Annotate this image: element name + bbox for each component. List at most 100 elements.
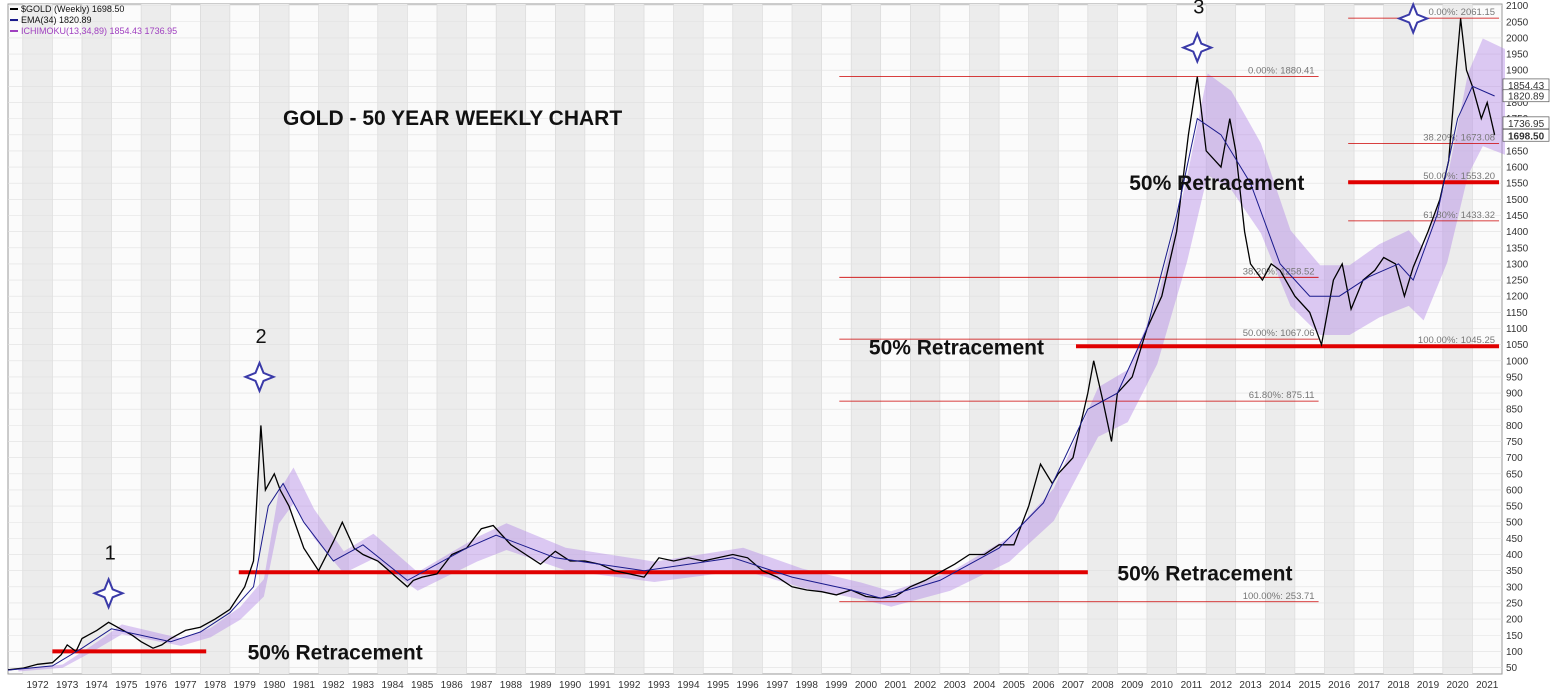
price-tag-label: 1698.50 xyxy=(1508,131,1545,142)
y-tick-label: 300 xyxy=(1506,582,1523,593)
year-band xyxy=(377,4,408,674)
x-tick-label: 2015 xyxy=(1299,680,1322,691)
x-tick-label: 1981 xyxy=(293,680,316,691)
x-tick-label: 1993 xyxy=(648,680,671,691)
x-tick-label: 2013 xyxy=(1239,680,1262,691)
x-tick-label: 2002 xyxy=(914,680,937,691)
y-tick-label: 800 xyxy=(1506,421,1523,432)
x-tick-label: 1991 xyxy=(589,680,612,691)
x-tick-label: 2012 xyxy=(1210,680,1233,691)
retracement-label: 50% Retracement xyxy=(248,641,423,664)
y-tick-label: 1500 xyxy=(1506,195,1529,206)
x-tick-label: 1983 xyxy=(352,680,375,691)
peak-star-icon xyxy=(91,576,126,610)
y-tick-label: 200 xyxy=(1506,615,1523,626)
fib-label: 50.00%: 1067.06 xyxy=(1243,328,1315,339)
year-band xyxy=(81,4,112,674)
price-tag-box xyxy=(1502,89,1550,103)
y-tick-label: 600 xyxy=(1506,485,1523,496)
retracement-label: 50% Retracement xyxy=(1117,562,1292,585)
ema-line xyxy=(7,85,1495,671)
x-tick-label: 2000 xyxy=(855,680,878,691)
y-tick-label: 1200 xyxy=(1506,292,1529,303)
year-band xyxy=(436,4,467,674)
y-tick-label: 1150 xyxy=(1506,308,1528,319)
y-tick-label: 2100 xyxy=(1506,1,1529,12)
y-tick-label: 1400 xyxy=(1506,227,1529,238)
price-series xyxy=(7,18,1496,671)
year-band xyxy=(1442,4,1473,674)
year-band xyxy=(22,4,53,674)
fib-label: 0.00%: 2061.15 xyxy=(1428,7,1495,18)
peak-star-icon xyxy=(1180,30,1214,65)
legend-entry: EMA(34) 1820.89 xyxy=(21,15,92,25)
year-band xyxy=(791,4,822,674)
y-tick-label: 650 xyxy=(1506,469,1523,480)
y-tick-label: 1100 xyxy=(1506,324,1528,335)
x-tick-label: 1982 xyxy=(322,680,345,691)
y-tick-label: 2050 xyxy=(1506,17,1529,28)
x-tick-label: 2008 xyxy=(1091,680,1114,691)
x-tick-label: 1992 xyxy=(618,680,641,691)
price-tag-box xyxy=(1502,116,1550,130)
y-tick-label: 500 xyxy=(1506,518,1523,529)
y-tick-label: 1450 xyxy=(1506,211,1529,222)
y-tick-label: 700 xyxy=(1506,453,1523,464)
year-band xyxy=(555,4,585,674)
fib-label: 0.00%: 1880.41 xyxy=(1248,66,1315,77)
y-tick-label: 850 xyxy=(1506,405,1523,416)
x-tick-label: 2020 xyxy=(1446,680,1469,691)
peak-star-icon xyxy=(1396,1,1430,36)
y-tick-label: 150 xyxy=(1506,631,1523,642)
x-tick-label: 2005 xyxy=(1003,680,1026,691)
year-band xyxy=(259,4,290,674)
y-tick-label: 900 xyxy=(1506,389,1523,400)
peak-number: 1 xyxy=(105,542,116,564)
x-tick-label: 2003 xyxy=(944,680,967,691)
x-tick-label: 2016 xyxy=(1328,680,1351,691)
x-tick-label: 1994 xyxy=(677,680,700,691)
fib-label: 38.20%: 1673.08 xyxy=(1423,132,1495,143)
x-tick-label: 1986 xyxy=(441,680,464,691)
x-tick-label: 2014 xyxy=(1269,680,1292,691)
y-tick-label: 1300 xyxy=(1506,259,1529,270)
x-tick-label: 1974 xyxy=(86,680,109,691)
y-tick-label: 100 xyxy=(1506,647,1523,658)
price-tag-label: 1820.89 xyxy=(1508,92,1545,103)
fib-label: 61.80%: 875.11 xyxy=(1249,390,1315,401)
x-tick-label: 2007 xyxy=(1062,680,1085,691)
x-tick-label: 2001 xyxy=(884,680,907,691)
legend-entry: ICHIMOKU(13,34,89) 1854.43 1736.95 xyxy=(21,26,177,36)
x-tick-label: 1978 xyxy=(204,680,227,691)
retracement-label: 50% Retracement xyxy=(1129,172,1304,195)
x-tick-label: 2018 xyxy=(1387,680,1410,691)
y-tick-label: 350 xyxy=(1506,566,1523,577)
x-tick-label: 1995 xyxy=(707,680,730,691)
x-tick-label: 1998 xyxy=(796,680,819,691)
legend-entry: $GOLD (Weekly) 1698.50 xyxy=(21,4,124,14)
x-tick-label: 1989 xyxy=(529,680,552,691)
fib-label: 61.80%: 1433.32 xyxy=(1423,210,1495,221)
peak-star-icon xyxy=(242,360,277,394)
y-tick-label: 50 xyxy=(1506,663,1518,674)
y-tick-label: 1000 xyxy=(1506,356,1529,367)
y-tick-label: 1250 xyxy=(1506,276,1529,287)
price-tag-label: 1854.43 xyxy=(1508,81,1545,92)
x-tick-label: 2017 xyxy=(1358,680,1381,691)
x-tick-label: 2006 xyxy=(1032,680,1055,691)
x-tick-label: 1990 xyxy=(559,680,582,691)
x-tick-label: 1979 xyxy=(234,680,257,691)
year-band xyxy=(1324,4,1355,674)
fib-label: 38.20%: 1258.52 xyxy=(1243,266,1315,277)
x-tick-label: 2010 xyxy=(1151,680,1174,691)
x-tick-label: 1988 xyxy=(500,680,523,691)
annotations: 50% Retracement 50% Retracement 50% Retrac… xyxy=(248,172,1305,664)
x-tick-label: 1997 xyxy=(766,680,789,691)
price-tag-box xyxy=(1502,128,1550,142)
y-tick-label: 250 xyxy=(1506,598,1523,609)
x-tick-label: 1984 xyxy=(381,680,404,691)
y-tick-label: 950 xyxy=(1506,372,1523,383)
x-tick-label: 1996 xyxy=(736,680,759,691)
